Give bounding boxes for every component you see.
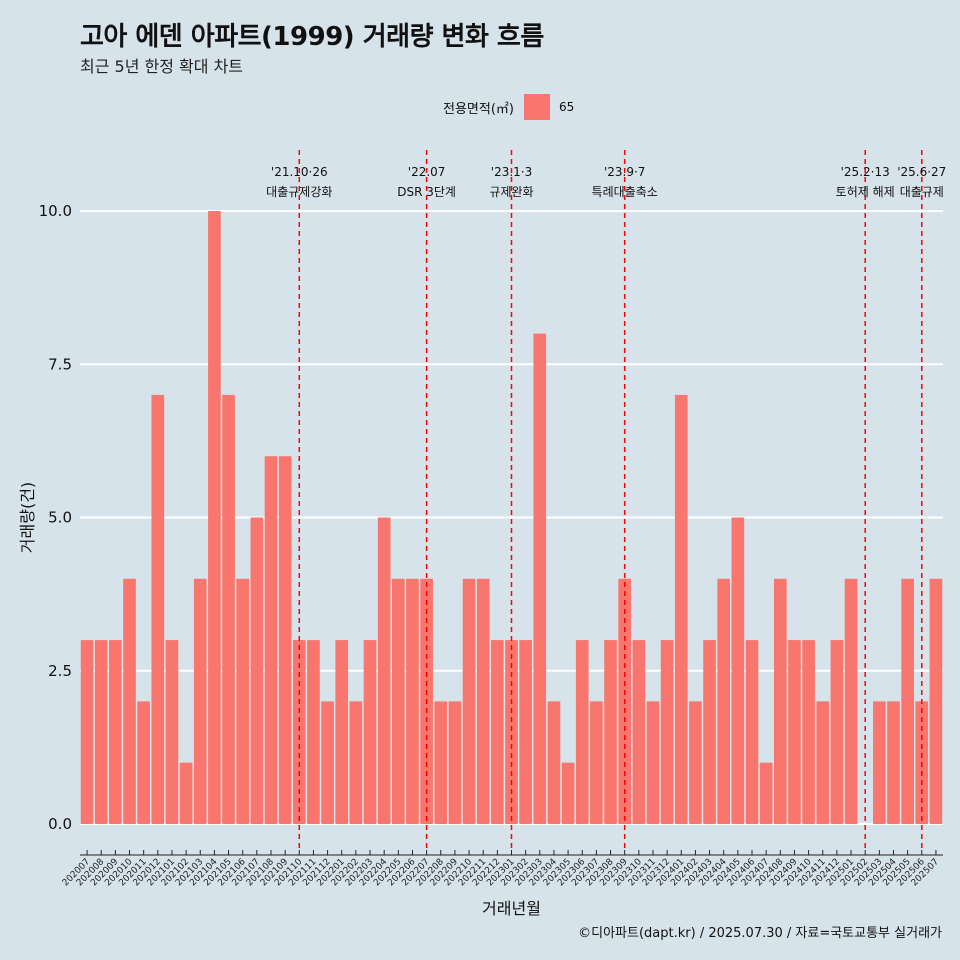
event-name-label: 대출규제강화: [266, 185, 332, 199]
bar: [222, 394, 235, 824]
bar: [689, 701, 702, 824]
bar: [307, 640, 320, 824]
bar: [321, 701, 334, 824]
bar: [773, 578, 787, 824]
event-date-label: '25.6·27: [897, 165, 946, 179]
bar: [505, 640, 518, 824]
bar: [349, 701, 363, 824]
bar: [264, 456, 278, 824]
bar: [802, 640, 815, 824]
bar: [165, 640, 179, 824]
chart-legend: 전용면적(㎡) 65: [443, 93, 574, 121]
bar: [717, 578, 731, 824]
bar: [575, 640, 589, 824]
legend-title: 전용면적(㎡): [443, 101, 514, 117]
bar: [434, 701, 448, 824]
bar: [929, 578, 943, 824]
event-date-label: '23.1·3: [491, 165, 532, 179]
bar: [462, 578, 476, 824]
bar: [660, 640, 674, 824]
event-name-label: 대출규제: [900, 185, 944, 199]
event-name-label: 규제완화: [489, 185, 533, 199]
bar: [406, 578, 419, 824]
chart-subtitle: 최근 5년 한정 확대 차트: [80, 57, 244, 76]
bar: [703, 640, 716, 824]
bar: [151, 394, 165, 824]
bar: [533, 333, 547, 824]
event-date-label: '25.2·13: [841, 165, 890, 179]
event-name-label: 특례대출축소: [592, 185, 658, 199]
y-tick-label: 2.5: [48, 662, 72, 680]
event-name-label: DSR 3단계: [397, 185, 456, 199]
bar: [830, 640, 844, 824]
bar: [745, 640, 759, 824]
y-tick-label: 0.0: [48, 815, 72, 833]
chart-title: 고아 에덴 아파트(1999) 거래량 변화 흐름: [80, 22, 544, 52]
bar: [816, 701, 830, 824]
bar: [646, 701, 660, 824]
bar: [519, 640, 532, 824]
bar: [491, 640, 504, 824]
bar: [363, 640, 377, 824]
bar: [887, 701, 900, 824]
legend-entry-65: 65: [558, 100, 575, 114]
y-tick-label: 10.0: [39, 202, 72, 220]
bar: [674, 394, 688, 824]
event-date-label: '22.07: [408, 165, 446, 179]
bar: [901, 578, 914, 824]
event-date-label: '21.10·26: [271, 165, 328, 179]
bar: [448, 701, 462, 824]
bar: [335, 640, 349, 824]
bar: [208, 211, 221, 824]
event-date-label: '23.9·7: [604, 165, 645, 179]
bar: [94, 640, 108, 824]
bar: [109, 640, 122, 824]
y-tick-label: 7.5: [48, 355, 72, 373]
bar: [788, 640, 801, 824]
bar: [193, 578, 207, 824]
y-tick-label: 5.0: [48, 509, 72, 527]
x-axis-title: 거래년월: [482, 899, 541, 918]
bar: [137, 701, 150, 824]
bar: [873, 701, 886, 824]
bar: [123, 578, 136, 824]
bar: [391, 578, 405, 824]
bar: [547, 701, 561, 824]
legend-swatch: [523, 94, 550, 120]
bar: [731, 517, 745, 824]
bar: [476, 578, 490, 824]
bar: [278, 456, 292, 824]
bar: [250, 517, 264, 824]
bar: [236, 578, 250, 824]
bar: [561, 762, 575, 824]
bar: [80, 640, 94, 824]
bar: [377, 517, 391, 824]
bar: [292, 640, 306, 824]
source-caption: ©디아파트(dapt.kr) / 2025.07.30 / 자료=국토교통부 실…: [578, 926, 942, 941]
bar: [604, 640, 617, 824]
bar: [759, 762, 773, 824]
bar: [632, 640, 646, 824]
bar: [590, 701, 603, 824]
event-name-label: 토허제 해제: [836, 185, 895, 199]
y-axis-title: 거래량(건): [18, 482, 37, 553]
bar: [179, 762, 193, 824]
bar: [844, 578, 858, 824]
